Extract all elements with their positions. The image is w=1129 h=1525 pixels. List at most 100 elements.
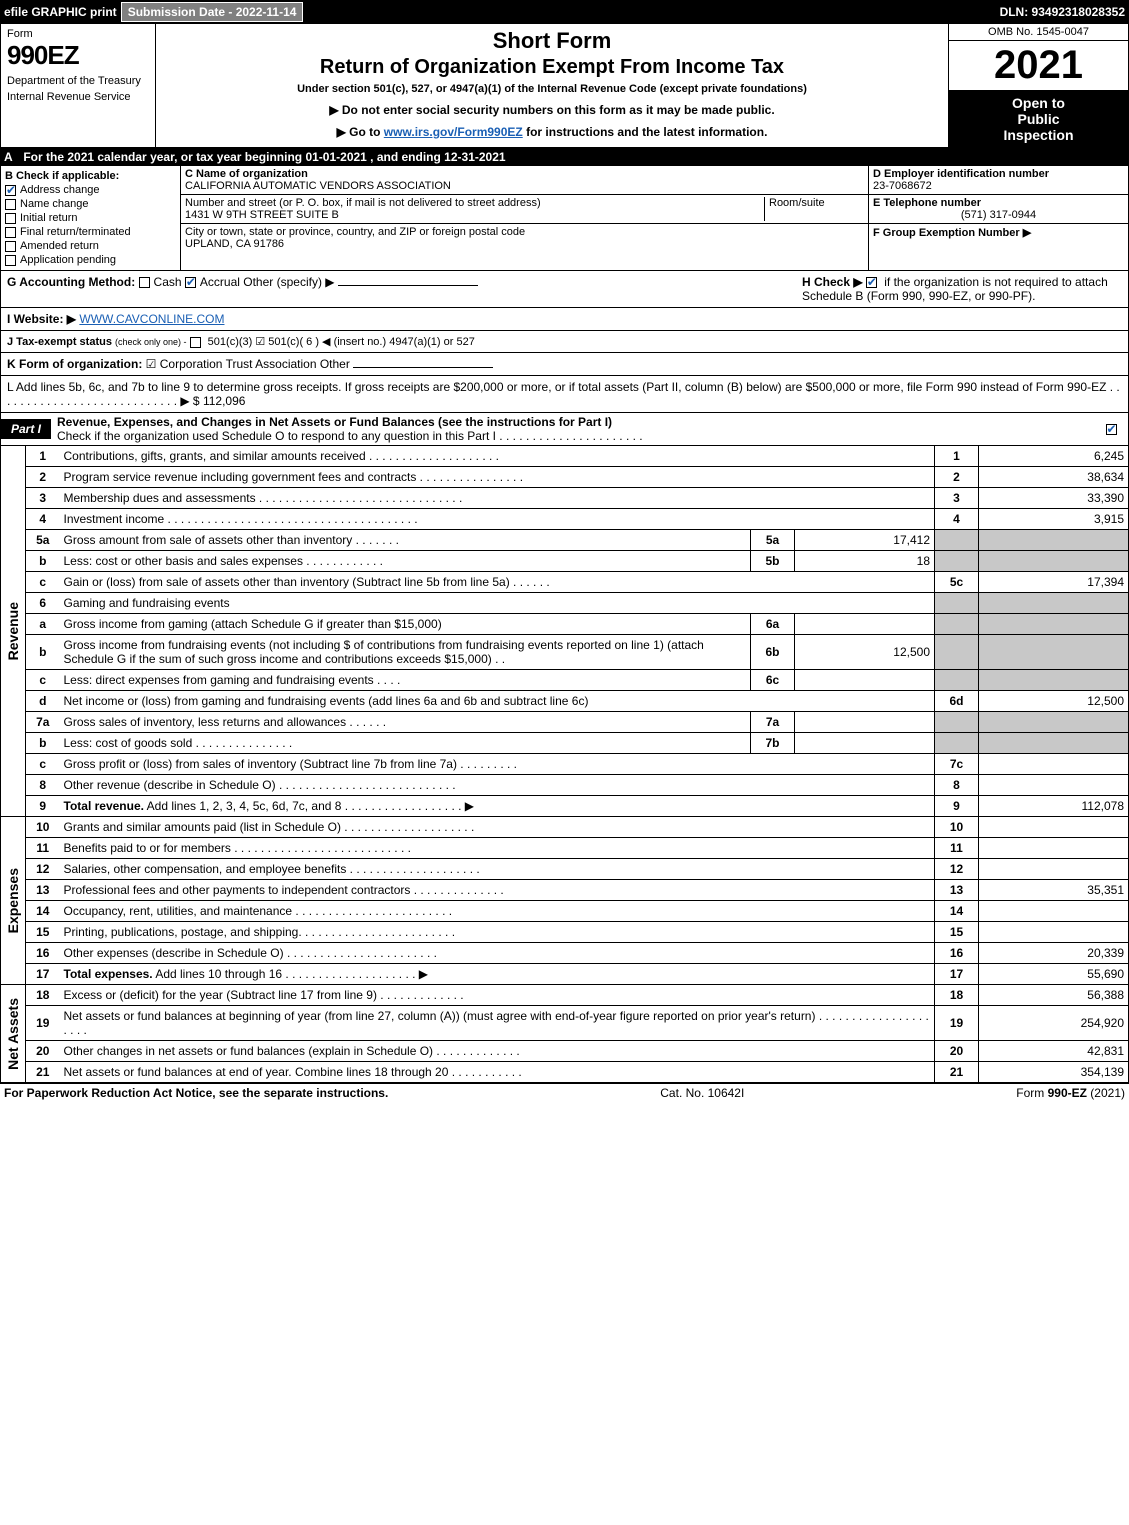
right-line-number: 6d: [935, 691, 979, 712]
sidebar-label: Net Assets: [5, 998, 21, 1070]
applicable-checkbox[interactable]: [5, 213, 16, 224]
sub-line-value: 12,500: [795, 635, 935, 670]
line-amount: [979, 859, 1129, 880]
dln-label: DLN: 93492318028352: [1000, 5, 1125, 19]
sub-line-value: [795, 670, 935, 691]
sub-line-number: 7a: [751, 712, 795, 733]
line-description: Printing, publications, postage, and shi…: [60, 922, 935, 943]
line-number: 3: [26, 488, 60, 509]
applicable-checkbox[interactable]: [5, 199, 16, 210]
line-number: 18: [26, 985, 60, 1006]
line-description: Total revenue. Add lines 1, 2, 3, 4, 5c,…: [60, 796, 935, 817]
accrual-checkbox[interactable]: [185, 277, 196, 288]
schedule-b-checkbox[interactable]: [866, 277, 877, 288]
cash-label: Cash: [154, 275, 182, 289]
501c3-checkbox[interactable]: [190, 337, 201, 348]
line-amount: [979, 838, 1129, 859]
line-amount: [979, 817, 1129, 838]
line-amount: 254,920: [979, 1006, 1129, 1041]
right-line-number: 5c: [935, 572, 979, 593]
open-line-1: Open to: [953, 95, 1124, 111]
line-amount: [979, 922, 1129, 943]
short-form-title: Short Form: [162, 28, 942, 54]
line-row: 2Program service revenue including gover…: [1, 467, 1129, 488]
line-number: 12: [26, 859, 60, 880]
sub-line-number: 6a: [751, 614, 795, 635]
line-row: bGross income from fundraising events (n…: [1, 635, 1129, 670]
group-exemption-cell: F Group Exemption Number ▶: [869, 224, 1128, 241]
line-number: d: [26, 691, 60, 712]
part-1-header: Part I Revenue, Expenses, and Changes in…: [0, 413, 1129, 446]
grey-cell: [935, 712, 979, 733]
line-number: b: [26, 551, 60, 572]
expenses-table: Expenses10Grants and similar amounts pai…: [0, 817, 1129, 985]
accounting-method: G Accounting Method: Cash Accrual Other …: [7, 275, 478, 289]
schedule-o-checkbox[interactable]: [1106, 424, 1117, 435]
omb-number: OMB No. 1545-0047: [949, 24, 1128, 41]
sidebar-label: Revenue: [5, 602, 21, 660]
section-sidebar: Net Assets: [1, 985, 26, 1083]
line-amount: [979, 754, 1129, 775]
line-number: b: [26, 635, 60, 670]
line-description: Benefits paid to or for members . . . . …: [60, 838, 935, 859]
g-label: G Accounting Method:: [7, 275, 135, 289]
footer-form-number: 990-EZ: [1048, 1086, 1087, 1100]
sub-line-number: 7b: [751, 733, 795, 754]
applicable-checkbox[interactable]: [5, 227, 16, 238]
ein-value: 23-7068672: [873, 180, 932, 192]
instr2-suffix: for instructions and the latest informat…: [523, 125, 768, 139]
applicable-checkbox[interactable]: [5, 241, 16, 252]
right-line-number: 11: [935, 838, 979, 859]
section-a-bar: A For the 2021 calendar year, or tax yea…: [0, 148, 1129, 166]
line-row: 12Salaries, other compensation, and empl…: [1, 859, 1129, 880]
cash-checkbox[interactable]: [139, 277, 150, 288]
check-if-applicable-item: Application pending: [5, 254, 176, 266]
grey-cell: [979, 635, 1129, 670]
line-description: Less: cost of goods sold . . . . . . . .…: [60, 733, 751, 754]
website-link[interactable]: WWW.CAVCONLINE.COM: [79, 312, 224, 326]
line-description: Salaries, other compensation, and employ…: [60, 859, 935, 880]
applicable-label: Name change: [20, 198, 89, 210]
other-org-field[interactable]: [353, 367, 493, 368]
line-amount: 55,690: [979, 964, 1129, 985]
footer-right-prefix: Form: [1016, 1086, 1047, 1100]
line-row: cGain or (loss) from sale of assets othe…: [1, 572, 1129, 593]
room-label: Room/suite: [769, 197, 825, 209]
applicable-checkbox[interactable]: [5, 255, 16, 266]
instr2-prefix: ▶ Go to: [337, 125, 384, 139]
line-row: 3Membership dues and assessments . . . .…: [1, 488, 1129, 509]
line-row: cLess: direct expenses from gaming and f…: [1, 670, 1129, 691]
submission-date: Submission Date - 2022-11-14: [121, 2, 304, 22]
line-row: 14Occupancy, rent, utilities, and mainte…: [1, 901, 1129, 922]
line-row: aGross income from gaming (attach Schedu…: [1, 614, 1129, 635]
line-number: c: [26, 754, 60, 775]
line-row: 8Other revenue (describe in Schedule O) …: [1, 775, 1129, 796]
right-line-number: 17: [935, 964, 979, 985]
h-prefix: H Check ▶: [802, 275, 866, 289]
footer-right: Form 990-EZ (2021): [1016, 1086, 1125, 1100]
irs-link[interactable]: www.irs.gov/Form990EZ: [384, 125, 523, 139]
other-specify-field[interactable]: [338, 285, 478, 286]
line-description: Gross profit or (loss) from sales of inv…: [60, 754, 935, 775]
line-amount: [979, 775, 1129, 796]
line-amount: 56,388: [979, 985, 1129, 1006]
line-number: 8: [26, 775, 60, 796]
check-if-applicable-item: Address change: [5, 184, 176, 196]
line-number: 13: [26, 880, 60, 901]
line-number: a: [26, 614, 60, 635]
open-to-public: Open to Public Inspection: [949, 91, 1128, 147]
line-description: Gross amount from sale of assets other t…: [60, 530, 751, 551]
line-row: bLess: cost of goods sold . . . . . . . …: [1, 733, 1129, 754]
line-amount: 20,339: [979, 943, 1129, 964]
sub-line-value: 18: [795, 551, 935, 572]
part-1-title-text: Revenue, Expenses, and Changes in Net As…: [57, 415, 612, 429]
line-number: 6: [26, 593, 60, 614]
applicable-checkbox[interactable]: [5, 185, 16, 196]
line-description: Gross income from fundraising events (no…: [60, 635, 751, 670]
line-description: Occupancy, rent, utilities, and maintena…: [60, 901, 935, 922]
applicable-label: Amended return: [20, 240, 99, 252]
line-description: Less: direct expenses from gaming and fu…: [60, 670, 751, 691]
form-label: Form: [7, 28, 149, 40]
line-number: 19: [26, 1006, 60, 1041]
line-description: Grants and similar amounts paid (list in…: [60, 817, 935, 838]
